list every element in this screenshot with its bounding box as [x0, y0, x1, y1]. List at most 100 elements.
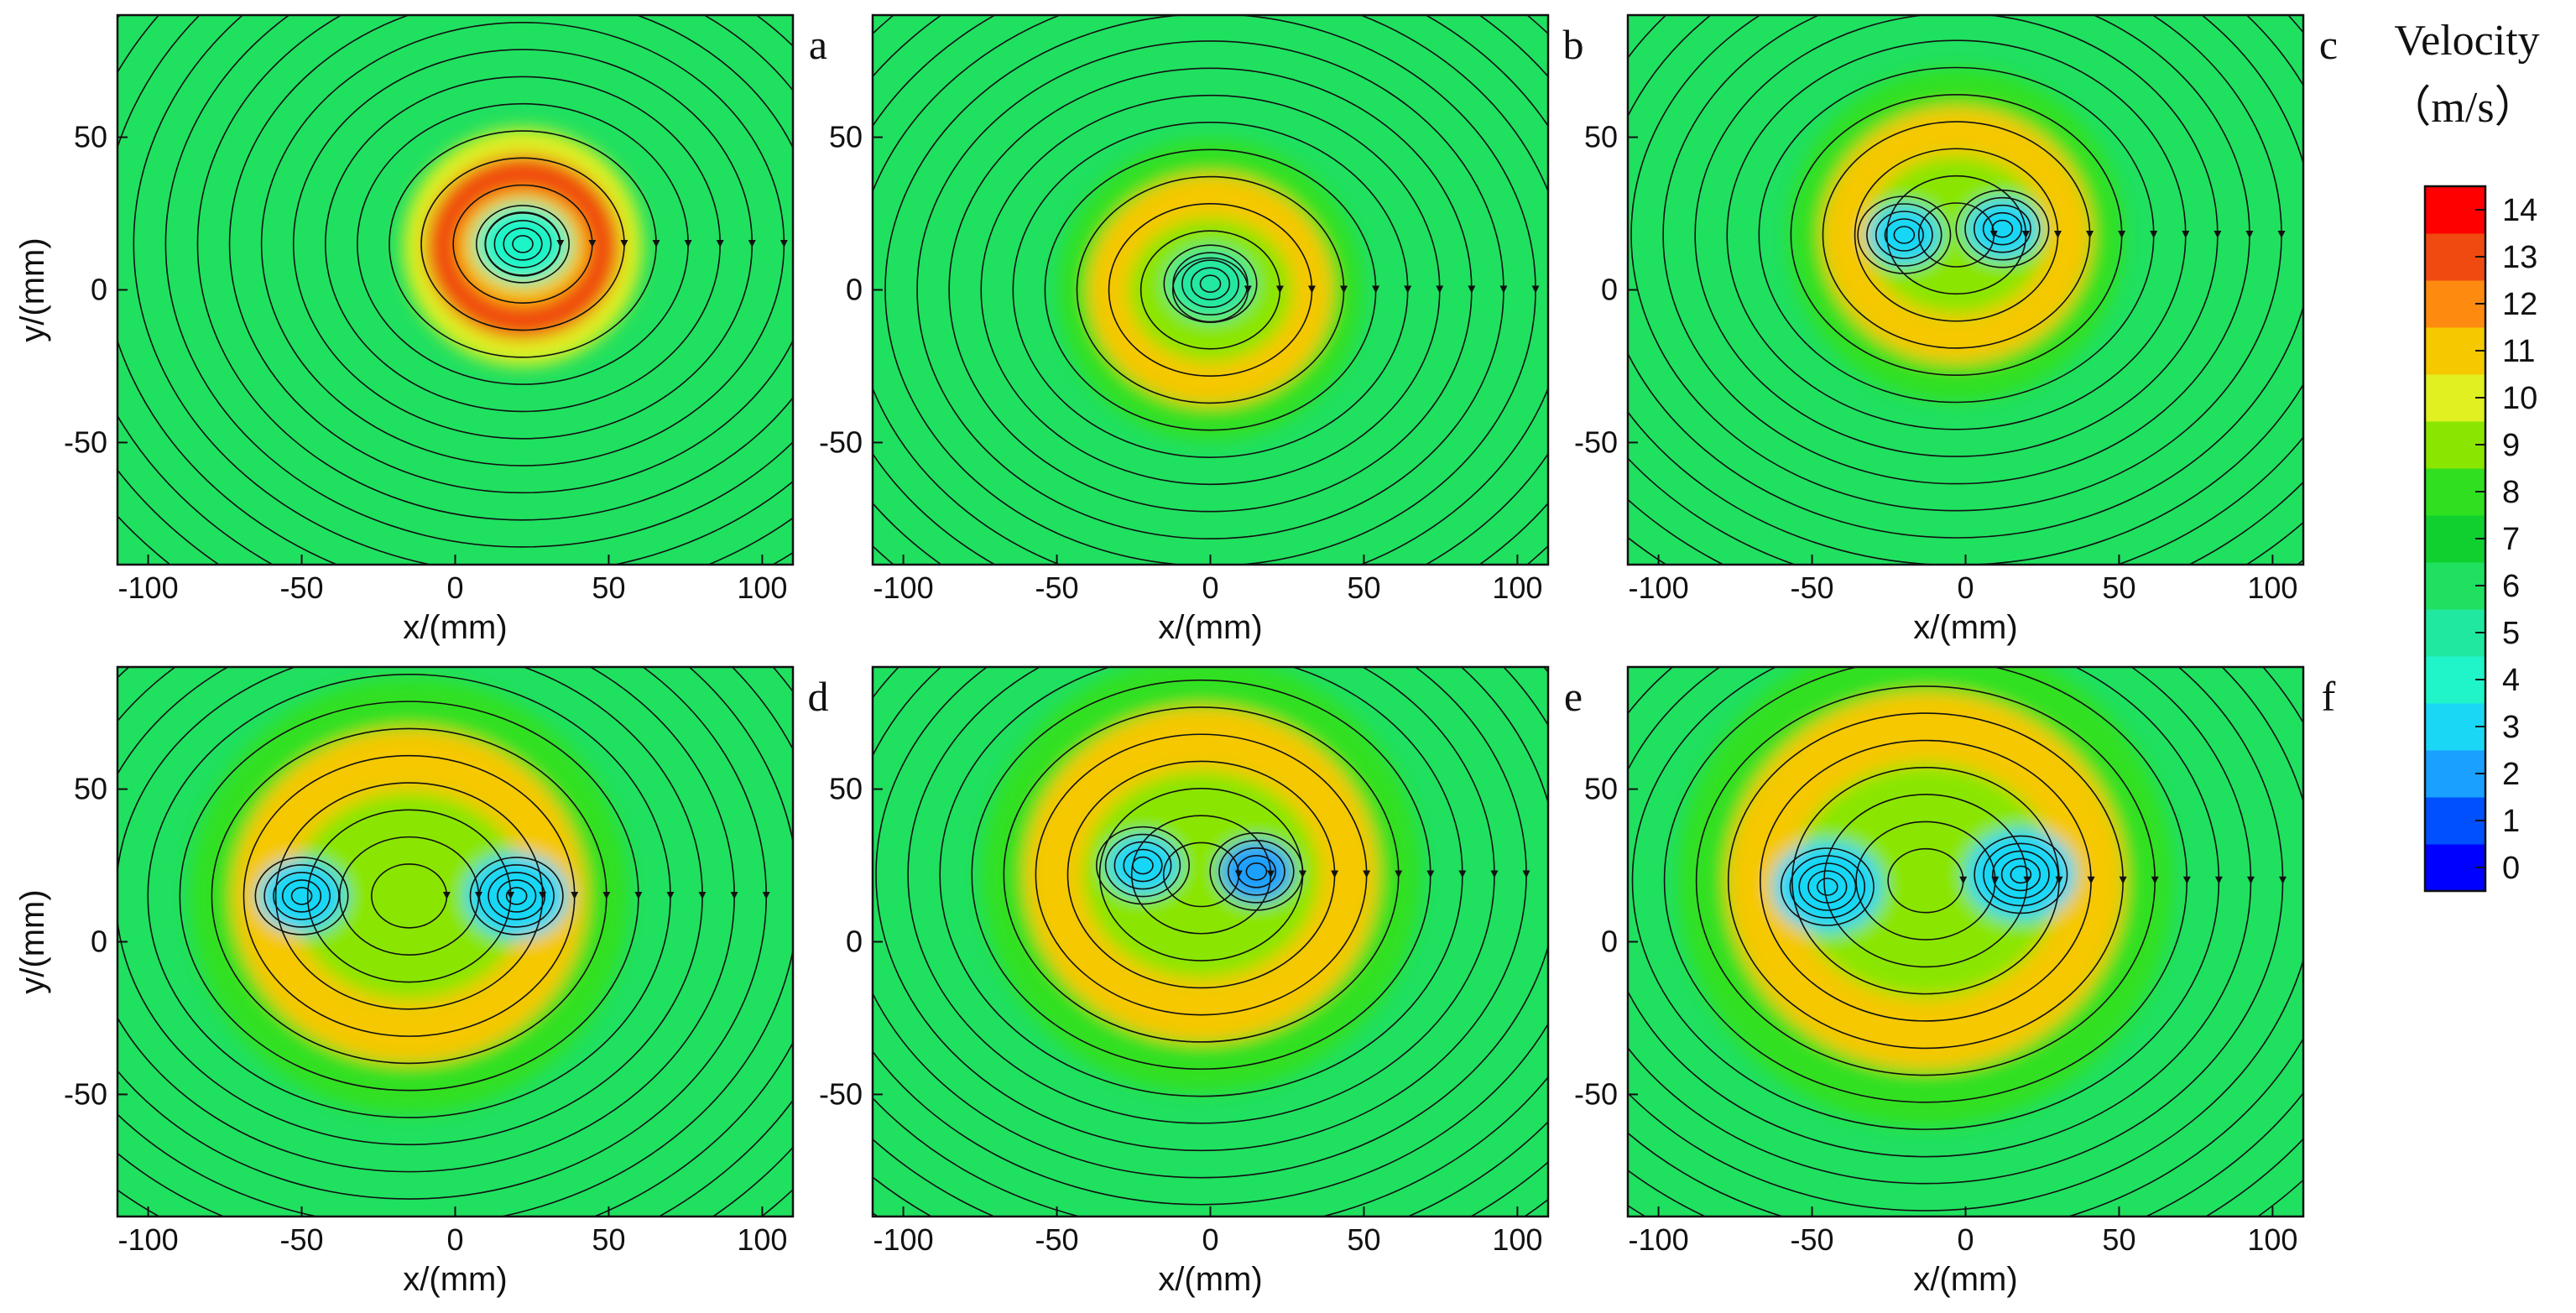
streamline	[907, 667, 1499, 1124]
vortex-streamline	[1955, 189, 2050, 268]
streamline	[1662, 15, 2254, 485]
vortex-streamline	[1982, 211, 2023, 246]
y-tick-label: 0	[1601, 273, 1618, 307]
vortex-streamline	[497, 879, 537, 913]
vortex-streamline	[1991, 219, 2014, 238]
inner-contour	[1792, 763, 2059, 998]
vortex-streamline	[1209, 832, 1304, 911]
vortex-streamline	[2000, 857, 2041, 892]
streamline	[164, 15, 793, 548]
velocity-field	[117, 15, 793, 565]
streamline	[873, 15, 1548, 565]
vortex-streamline	[1227, 847, 1285, 896]
streamline	[1628, 667, 2303, 1211]
x-tick-label: -50	[1791, 571, 1834, 605]
y-tick-label: -50	[64, 425, 107, 459]
inner-contour	[1082, 770, 1320, 979]
vortex-streamline	[1798, 862, 1857, 911]
streamline	[325, 76, 724, 413]
colorbar-tick-label: 7	[2502, 522, 2520, 557]
y-tick-label: -50	[1574, 1076, 1618, 1111]
vortex-streamline	[1789, 855, 1866, 919]
x-tick-label: -100	[1629, 571, 1689, 605]
vortex-streamline	[1163, 244, 1258, 324]
streamline	[916, 40, 1508, 539]
colorbar-tick-label: 5	[2502, 616, 2520, 651]
field-contours	[1058, 138, 1363, 441]
streamline	[1628, 667, 2303, 1217]
streamline	[1108, 203, 1316, 377]
x-axis-label: x/(mm)	[1158, 1261, 1262, 1298]
x-tick-label: -100	[873, 571, 934, 605]
vortex-streamline	[469, 857, 564, 935]
y-tick-label: -50	[819, 425, 863, 459]
streamline	[1035, 733, 1371, 1016]
streamline	[1854, 148, 2062, 322]
vortex-streamline	[1974, 835, 2068, 914]
vortex-streamline	[254, 857, 349, 935]
y-axis-label: y/(mm)	[14, 237, 51, 341]
vortex-streamline	[1190, 267, 1231, 301]
streamline	[147, 674, 675, 1118]
streamline	[196, 15, 793, 521]
inner-contour	[290, 791, 528, 1001]
y-tick-label: 0	[91, 925, 107, 959]
vortex-core	[257, 859, 347, 933]
vortex-streamline	[478, 864, 555, 928]
x-tick-label: 0	[446, 571, 463, 605]
colorbar-title: Velocity	[2394, 17, 2539, 65]
streamlines	[1628, 15, 2303, 565]
streamlines	[117, 15, 793, 565]
x-tick-label: 0	[1957, 571, 1974, 605]
vortex-streamline	[1123, 848, 1163, 883]
y-tick-label: 0	[91, 273, 107, 307]
x-tick-label: 50	[592, 1222, 625, 1257]
streamline	[1628, 15, 2303, 539]
colorbar-tick-label: 4	[2502, 663, 2520, 698]
panel-letter: f	[2322, 673, 2336, 720]
streamline	[117, 667, 738, 1173]
streamline	[357, 102, 692, 385]
field-contours	[1678, 667, 2173, 1127]
streamline	[242, 754, 579, 1037]
streamline	[1628, 667, 2303, 1217]
x-tick-label: 50	[2102, 571, 2135, 605]
streamline	[1012, 122, 1412, 458]
x-tick-label: 100	[2247, 1222, 2297, 1257]
x-tick-label: 0	[446, 1222, 463, 1257]
streamline	[1855, 821, 2000, 940]
vortex-streamline	[290, 887, 313, 905]
panel-letter: a	[809, 21, 827, 68]
vortex-streamline	[505, 887, 528, 905]
x-tick-label: -100	[873, 1222, 934, 1257]
streamline	[274, 782, 547, 1010]
colorbar-unit: （m/s）	[2387, 84, 2537, 132]
streamline	[971, 679, 1435, 1070]
y-tick-label: 50	[74, 120, 107, 154]
vortex-core	[1219, 841, 1294, 903]
vortex-streamline	[1218, 840, 1295, 904]
streamline	[1694, 15, 2222, 457]
vortex-streamline	[493, 220, 552, 268]
vortex-streamline	[488, 872, 546, 920]
vortex-streamline	[1866, 203, 1942, 267]
x-tick-label: 50	[1347, 571, 1380, 605]
streamline	[1758, 66, 2158, 404]
x-axis-label: x/(mm)	[403, 609, 507, 646]
colorbar-tick-label: 8	[2502, 475, 2520, 510]
y-tick-label: 50	[1584, 772, 1618, 806]
vortex-streamline	[1181, 259, 1239, 309]
vortex-streamline	[1857, 195, 1952, 274]
vortex-streamline	[273, 872, 331, 920]
streamline	[873, 1121, 1548, 1217]
y-tick-label: -50	[819, 1076, 863, 1111]
vortex-streamline	[512, 235, 534, 253]
streamline	[117, 667, 707, 1146]
streamline	[980, 94, 1444, 486]
colorbar-tick-label: 6	[2502, 569, 2520, 604]
x-tick-label: -50	[1035, 571, 1079, 605]
streamline	[873, 667, 1548, 1217]
panel-f: -100 -50 0 50 100 -50 0 50 x/(mm) f	[1574, 665, 2336, 1298]
x-tick-label: 100	[1492, 571, 1542, 605]
streamline	[1726, 39, 2190, 430]
